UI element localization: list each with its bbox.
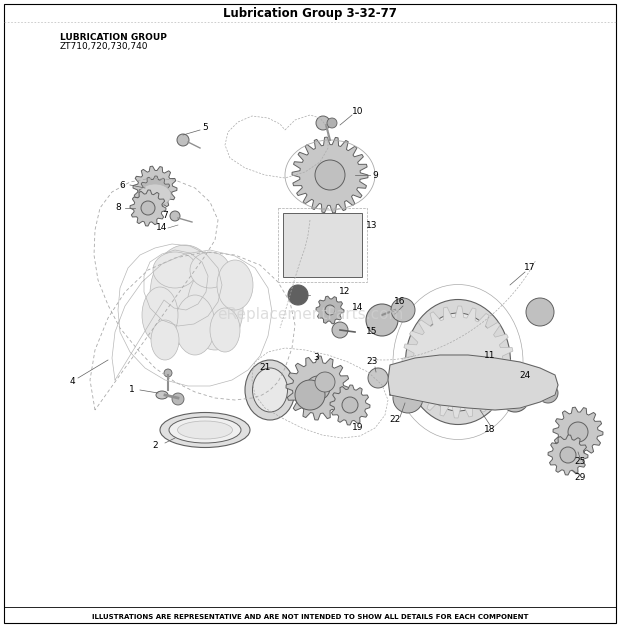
Text: 18: 18 (484, 426, 496, 435)
Circle shape (177, 134, 189, 146)
Circle shape (164, 369, 172, 377)
Ellipse shape (151, 320, 179, 360)
Circle shape (327, 118, 337, 128)
Text: 8: 8 (115, 204, 121, 213)
Ellipse shape (210, 308, 240, 352)
Text: 11: 11 (484, 350, 496, 359)
Ellipse shape (150, 245, 220, 345)
Text: ZT710,720,730,740: ZT710,720,730,740 (60, 43, 149, 51)
Text: 10: 10 (352, 107, 364, 117)
Text: 25: 25 (574, 458, 586, 466)
Circle shape (325, 305, 335, 315)
Text: 2: 2 (152, 441, 158, 450)
Polygon shape (130, 190, 166, 226)
Text: 13: 13 (366, 221, 378, 229)
Ellipse shape (160, 413, 250, 448)
Text: 1: 1 (129, 386, 135, 394)
Ellipse shape (156, 391, 168, 399)
Text: 16: 16 (394, 297, 405, 307)
Circle shape (366, 304, 398, 336)
Polygon shape (286, 356, 350, 420)
Polygon shape (139, 176, 171, 208)
Circle shape (146, 179, 164, 197)
Circle shape (342, 397, 358, 413)
Text: 14: 14 (352, 303, 364, 312)
Ellipse shape (187, 266, 243, 350)
Text: 14: 14 (156, 223, 167, 233)
Circle shape (568, 422, 588, 442)
Text: LUBRICATION GROUP: LUBRICATION GROUP (60, 33, 167, 43)
Circle shape (393, 383, 423, 413)
Text: eReplacementParts.com: eReplacementParts.com (217, 307, 403, 322)
FancyBboxPatch shape (4, 4, 616, 623)
Text: 15: 15 (366, 327, 378, 337)
Circle shape (501, 384, 529, 412)
Text: 3: 3 (313, 354, 319, 362)
Circle shape (368, 368, 388, 388)
Ellipse shape (139, 184, 171, 206)
Circle shape (315, 160, 345, 190)
Text: 23: 23 (366, 357, 378, 367)
Text: Lubrication Group 3-32-77: Lubrication Group 3-32-77 (223, 6, 397, 19)
Ellipse shape (430, 328, 485, 396)
Ellipse shape (142, 287, 178, 343)
Ellipse shape (175, 295, 215, 355)
Polygon shape (316, 296, 344, 324)
Circle shape (538, 383, 558, 403)
Ellipse shape (405, 300, 510, 424)
Text: 22: 22 (389, 416, 401, 424)
Circle shape (560, 447, 576, 463)
Text: ILLUSTRATIONS ARE REPRESENTATIVE AND ARE NOT INTENDED TO SHOW ALL DETAILS FOR EA: ILLUSTRATIONS ARE REPRESENTATIVE AND ARE… (92, 614, 528, 620)
Ellipse shape (418, 313, 498, 411)
Circle shape (170, 211, 180, 221)
Ellipse shape (217, 260, 253, 310)
Circle shape (316, 116, 330, 130)
Circle shape (288, 285, 308, 305)
Circle shape (526, 298, 554, 326)
Ellipse shape (190, 252, 230, 288)
Text: 17: 17 (525, 263, 536, 273)
Polygon shape (133, 166, 177, 210)
Polygon shape (553, 407, 603, 457)
Circle shape (141, 201, 155, 215)
Circle shape (295, 380, 325, 410)
Text: 12: 12 (339, 288, 351, 297)
Ellipse shape (153, 252, 197, 288)
Text: 4: 4 (69, 377, 75, 386)
Ellipse shape (169, 417, 241, 443)
Text: 29: 29 (574, 473, 586, 483)
Text: 5: 5 (202, 124, 208, 132)
Ellipse shape (252, 368, 288, 412)
Polygon shape (330, 385, 370, 425)
Text: 9: 9 (372, 171, 378, 179)
Polygon shape (402, 306, 514, 418)
Circle shape (306, 376, 330, 400)
Circle shape (332, 322, 348, 338)
Polygon shape (548, 435, 588, 475)
Circle shape (391, 298, 415, 322)
Ellipse shape (245, 360, 295, 420)
Circle shape (172, 393, 184, 405)
Text: 6: 6 (119, 181, 125, 189)
Circle shape (315, 372, 335, 392)
Text: 21: 21 (259, 364, 271, 372)
Ellipse shape (177, 421, 232, 439)
Polygon shape (292, 137, 368, 213)
Text: 24: 24 (520, 371, 531, 379)
Polygon shape (388, 355, 558, 410)
FancyBboxPatch shape (283, 213, 362, 277)
Text: 19: 19 (352, 423, 364, 433)
Text: 7: 7 (162, 211, 168, 219)
